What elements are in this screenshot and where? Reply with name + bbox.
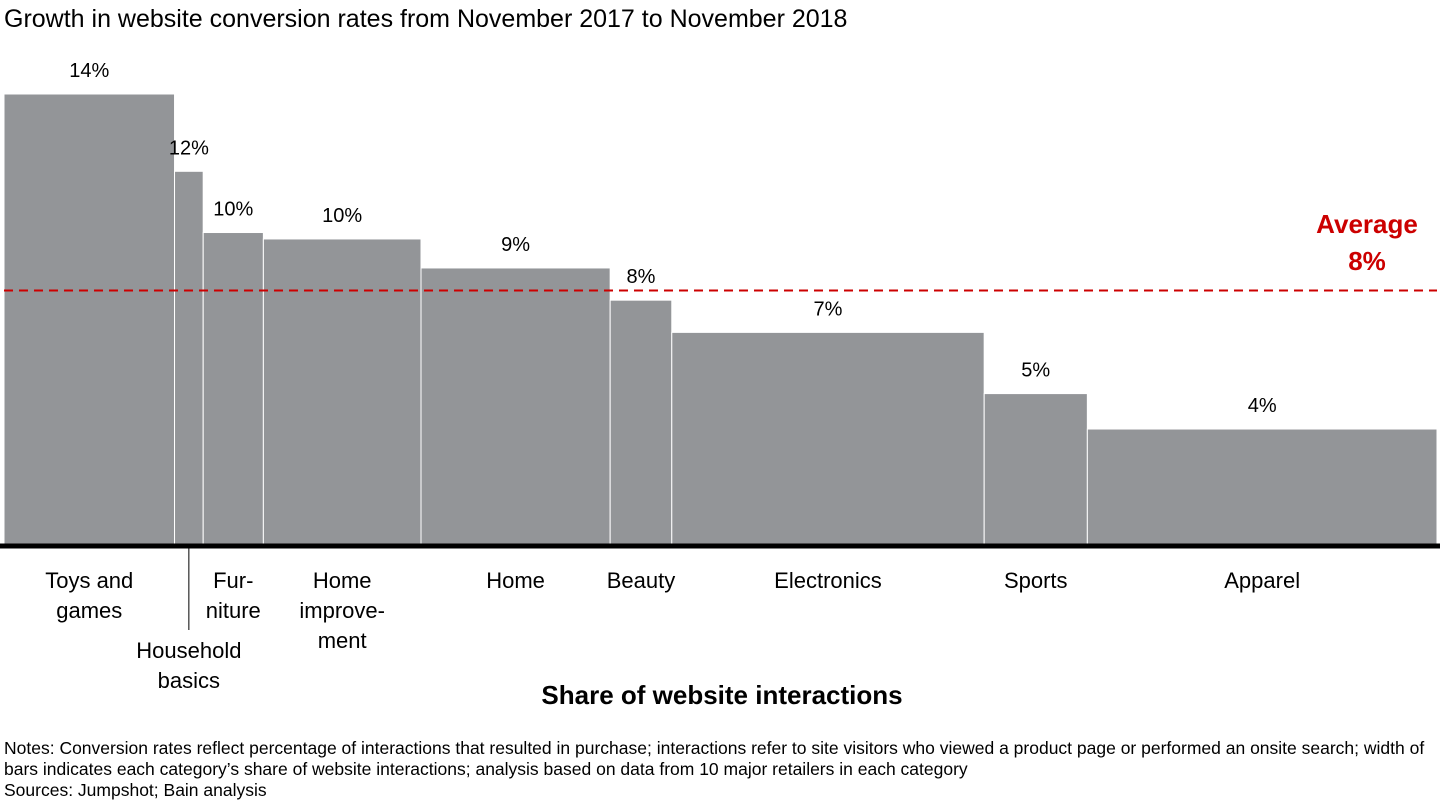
- bar: [983, 393, 1088, 546]
- average-label: Average: [1316, 209, 1418, 239]
- sources-text: Sources: Jumpshot; Bain analysis: [4, 780, 267, 800]
- bar: [420, 267, 611, 546]
- category-label: basics: [158, 668, 220, 693]
- average-value: 8%: [1348, 246, 1386, 276]
- value-label: 14%: [69, 60, 109, 82]
- notes-text: Notes: Conversion rates reflect percenta…: [4, 738, 1425, 779]
- bar: [671, 331, 985, 546]
- bar: [262, 238, 422, 546]
- chart: Growth in website conversion rates from …: [0, 5, 1440, 710]
- bar: [1086, 428, 1438, 546]
- category-label: Beauty: [607, 568, 676, 593]
- category-label: ment: [318, 628, 367, 653]
- bar: [202, 232, 264, 546]
- category-label: Home: [486, 568, 545, 593]
- category-label: Sports: [1004, 568, 1068, 593]
- category-label: Apparel: [1224, 568, 1300, 593]
- bar: [3, 93, 176, 546]
- bar: [174, 170, 204, 546]
- value-label: 10%: [322, 205, 362, 227]
- category-label: Toys and: [45, 568, 133, 593]
- value-label: 4%: [1248, 395, 1277, 417]
- category-label: Home: [313, 568, 372, 593]
- category-label: improve-: [299, 598, 385, 623]
- category-label: niture: [206, 598, 261, 623]
- category-label: games: [56, 598, 122, 623]
- value-label: 12%: [169, 137, 209, 159]
- value-label: 10%: [213, 199, 253, 221]
- value-label: 5%: [1021, 360, 1050, 382]
- x-axis-label: Share of website interactions: [541, 680, 902, 710]
- notes: Notes: Conversion rates reflect percenta…: [4, 738, 1436, 801]
- value-label: 9%: [501, 234, 530, 256]
- value-label: 8%: [627, 266, 656, 288]
- value-label: 7%: [814, 298, 843, 320]
- category-label: Household: [136, 638, 241, 663]
- chart-title: Growth in website conversion rates from …: [4, 5, 847, 33]
- category-label: Electronics: [774, 568, 882, 593]
- bar: [609, 299, 673, 546]
- category-label: Fur-: [213, 568, 253, 593]
